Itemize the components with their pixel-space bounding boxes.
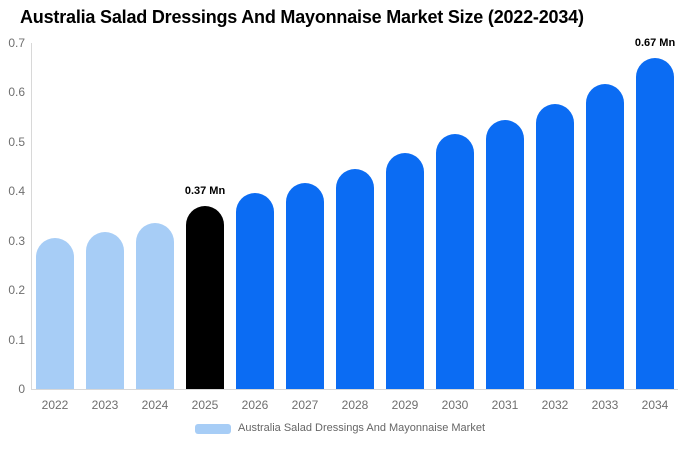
x-tick-label-2031: 2031 <box>491 398 519 412</box>
bar-2034[interactable] <box>636 57 674 389</box>
y-tick-label-0.5: 0.5 <box>8 134 25 149</box>
legend-label: Australia Salad Dressings And Mayonnaise… <box>237 422 485 434</box>
x-tick-label-2028: 2028 <box>341 398 369 412</box>
bar-2030[interactable] <box>436 134 474 389</box>
bar-2032[interactable] <box>536 103 574 389</box>
value-label-2025: 0.37 Mn <box>184 185 226 198</box>
y-axis-line <box>31 43 32 390</box>
chart-title: Australia Salad Dressings And Mayonnaise… <box>20 7 584 27</box>
x-tick-label-2024: 2024 <box>141 398 169 412</box>
bar-2027[interactable] <box>286 182 324 389</box>
bar-2022[interactable] <box>36 238 74 389</box>
y-tick-label-0.3: 0.3 <box>8 233 25 248</box>
bar-2029[interactable] <box>386 153 424 389</box>
x-axis-line <box>31 389 678 390</box>
legend-item[interactable]: Australia Salad Dressings And Mayonnaise… <box>0 422 680 435</box>
legend-swatch <box>194 423 231 434</box>
y-tick-label-0.7: 0.7 <box>8 36 25 50</box>
x-tick-label-2032: 2032 <box>541 398 569 412</box>
bar-2031[interactable] <box>486 119 524 389</box>
y-tick-label-0.6: 0.6 <box>8 85 25 100</box>
bar-2033[interactable] <box>586 84 624 389</box>
x-tick-label-2022: 2022 <box>41 398 69 412</box>
x-tick-label-2026: 2026 <box>241 398 269 412</box>
y-tick-label-0: 0 <box>18 382 25 396</box>
bar-2028[interactable] <box>336 169 374 389</box>
x-tick-label-2030: 2030 <box>441 398 469 412</box>
bar-2023[interactable] <box>86 231 124 389</box>
y-tick-label-0.2: 0.2 <box>8 283 25 298</box>
x-tick-label-2025: 2025 <box>191 398 219 412</box>
x-tick-label-2029: 2029 <box>391 398 419 412</box>
bar-2025[interactable] <box>186 206 224 389</box>
y-tick-label-0.1: 0.1 <box>8 332 25 347</box>
x-tick-label-2033: 2033 <box>591 398 619 412</box>
bar-2024[interactable] <box>136 223 174 389</box>
y-tick-label-0.4: 0.4 <box>8 184 25 199</box>
x-tick-label-2027: 2027 <box>291 398 319 412</box>
bar-2026[interactable] <box>236 192 274 389</box>
x-tick-label-2034: 2034 <box>641 398 669 412</box>
x-tick-label-2023: 2023 <box>91 398 119 412</box>
value-label-2034: 0.67 Mn <box>634 36 676 49</box>
